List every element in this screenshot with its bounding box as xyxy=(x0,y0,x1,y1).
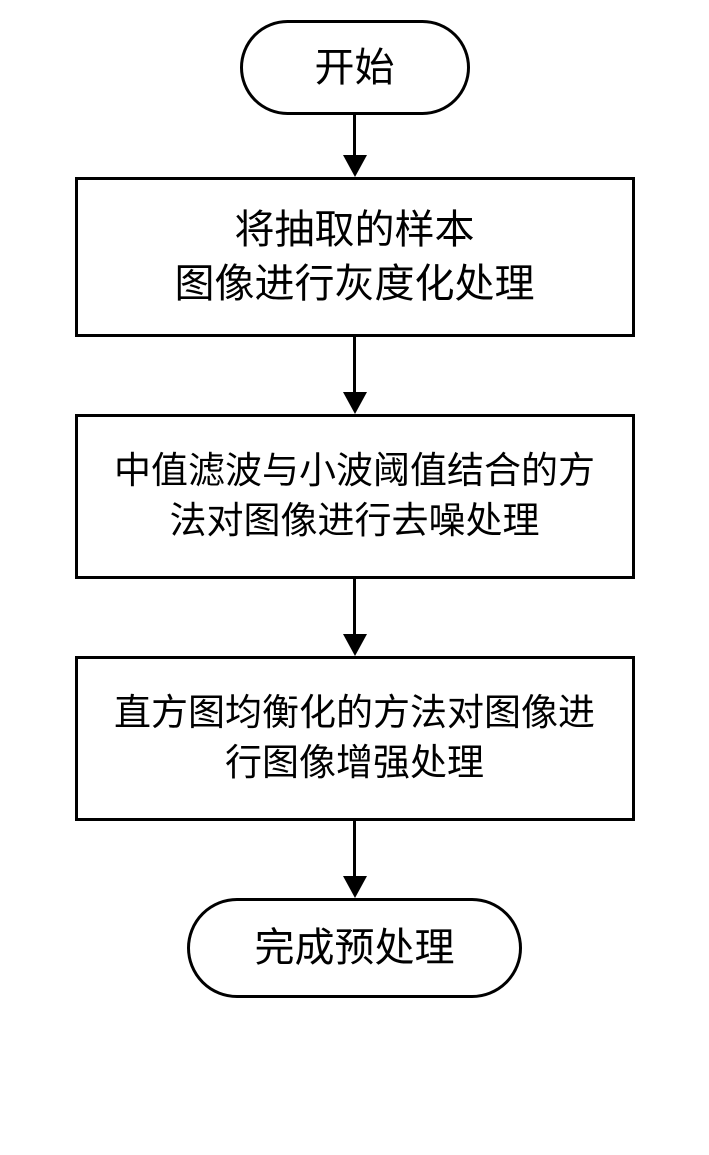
arrow-4 xyxy=(343,821,367,898)
arrow-1 xyxy=(343,115,367,177)
process-text: 将抽取的样本 图像进行灰度化处理 xyxy=(175,203,535,311)
process-enhance-node: 直方图均衡化的方法对图像进 行图像增强处理 xyxy=(75,656,635,821)
arrow-head-icon xyxy=(343,155,367,177)
process-text: 直方图均衡化的方法对图像进 行图像增强处理 xyxy=(114,689,595,789)
line2: 图像进行灰度化处理 xyxy=(175,257,535,311)
line1: 直方图均衡化的方法对图像进 xyxy=(114,689,595,739)
arrow-3 xyxy=(343,579,367,656)
arrow-line xyxy=(353,821,356,876)
arrow-head-icon xyxy=(343,876,367,898)
line2: 法对图像进行去噪处理 xyxy=(114,497,595,547)
flowchart-container: 开始 将抽取的样本 图像进行灰度化处理 中值滤波与小波阈值结合的方 法对图像进行… xyxy=(75,20,635,998)
arrow-2 xyxy=(343,337,367,414)
line1: 将抽取的样本 xyxy=(175,203,535,257)
arrow-line xyxy=(353,579,356,634)
line1: 中值滤波与小波阈值结合的方 xyxy=(114,447,595,497)
process-grayscale-node: 将抽取的样本 图像进行灰度化处理 xyxy=(75,177,635,337)
arrow-head-icon xyxy=(343,392,367,414)
process-denoise-node: 中值滤波与小波阈值结合的方 法对图像进行去噪处理 xyxy=(75,414,635,579)
line2: 行图像增强处理 xyxy=(114,739,595,789)
start-node: 开始 xyxy=(240,20,470,115)
arrow-head-icon xyxy=(343,634,367,656)
process-text: 中值滤波与小波阈值结合的方 法对图像进行去噪处理 xyxy=(114,447,595,547)
arrow-line xyxy=(353,115,356,155)
arrow-line xyxy=(353,337,356,392)
end-node: 完成预处理 xyxy=(187,898,522,998)
